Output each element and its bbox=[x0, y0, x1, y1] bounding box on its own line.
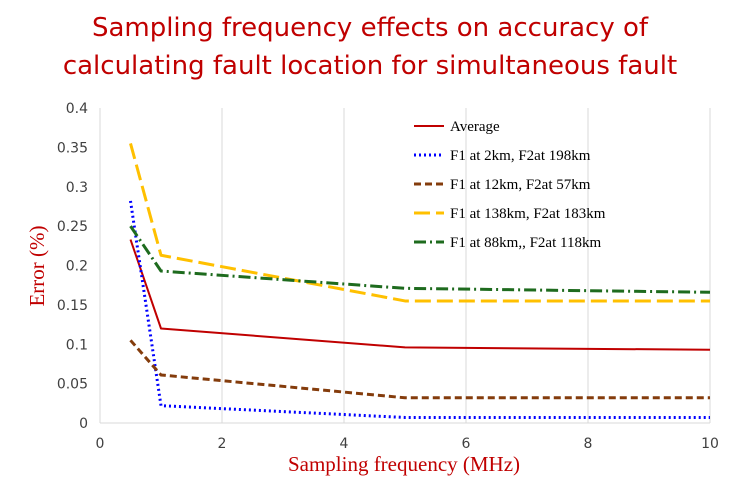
legend-label-3: F1 at 12km, F2at 57km bbox=[450, 177, 591, 193]
grid-lines bbox=[221, 108, 711, 423]
y-tick-label: 0.2 bbox=[66, 259, 88, 275]
legend-label-2: F1 at 2km, F2at 198km bbox=[450, 148, 591, 164]
axes bbox=[99, 108, 710, 424]
y-tick-label: 0.4 bbox=[66, 101, 88, 117]
chart-title-line-1: Sampling frequency effects on accuracy o… bbox=[92, 13, 649, 43]
x-tick-label: 8 bbox=[584, 436, 593, 452]
y-tick-label: 0.3 bbox=[66, 180, 88, 196]
y-tick-label: 0.15 bbox=[57, 298, 88, 314]
series-line-2 bbox=[129, 200, 710, 419]
y-tick-label: 0.05 bbox=[57, 377, 88, 393]
series-lines bbox=[129, 143, 711, 419]
x-tick-label: 2 bbox=[218, 436, 227, 452]
x-tick-label: 6 bbox=[462, 436, 471, 452]
legend-label-5: F1 at 88km,, F2at 118km bbox=[450, 235, 601, 251]
chart-title-line-2: calculating fault location for simultane… bbox=[63, 51, 677, 81]
x-tick-label: 10 bbox=[701, 436, 719, 452]
y-tick-label: 0 bbox=[79, 416, 88, 432]
y-tick-label: 0.25 bbox=[57, 219, 88, 235]
y-tick-label: 0.35 bbox=[57, 140, 88, 156]
y-tick-label: 0.1 bbox=[66, 337, 88, 353]
x-axis-label: Sampling frequency (MHz) bbox=[288, 452, 520, 476]
legend-label-1: Average bbox=[450, 119, 500, 135]
x-tick-label: 0 bbox=[96, 436, 105, 452]
series-line-3 bbox=[129, 339, 710, 400]
legend: Average F1 at 2km, F2at 198km F1 at 12km, … bbox=[414, 119, 606, 251]
x-tick-labels: 0 2 4 6 8 10 bbox=[96, 436, 719, 452]
x-tick-label: 4 bbox=[340, 436, 349, 452]
series-line-5 bbox=[129, 225, 711, 294]
series-line-1 bbox=[129, 239, 711, 351]
y-tick-labels: 0 0.05 0.1 0.15 0.2 0.25 0.3 0.35 0.4 bbox=[57, 101, 88, 432]
legend-label-4: F1 at 138km, F2at 183km bbox=[450, 206, 606, 222]
y-axis-label: Error (%) bbox=[25, 225, 49, 306]
series-line-4 bbox=[129, 143, 710, 303]
